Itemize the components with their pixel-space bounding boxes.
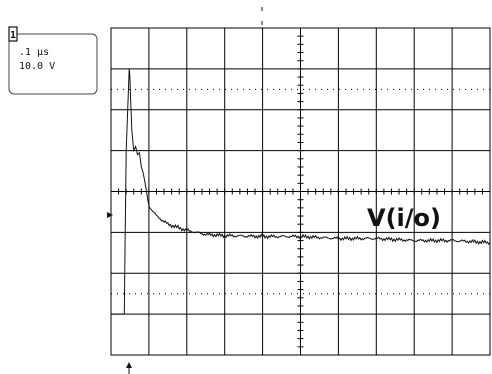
graticule — [110, 27, 491, 356]
waveform-trace — [111, 68, 491, 315]
volts-per-div-readout: 10.0 V — [19, 61, 55, 72]
trigger-position-arrow-icon — [126, 362, 132, 374]
timebase-readout: .1 µs — [19, 47, 49, 58]
ground-reference-arrow-icon — [107, 212, 113, 218]
readout-frame — [8, 33, 98, 95]
trace-label: V(i/o) — [367, 204, 441, 232]
channel-tag-box — [8, 26, 18, 42]
channel-tag: 1 — [10, 30, 16, 41]
settings-readout: 1 .1 µs 10.0 V — [8, 26, 98, 95]
